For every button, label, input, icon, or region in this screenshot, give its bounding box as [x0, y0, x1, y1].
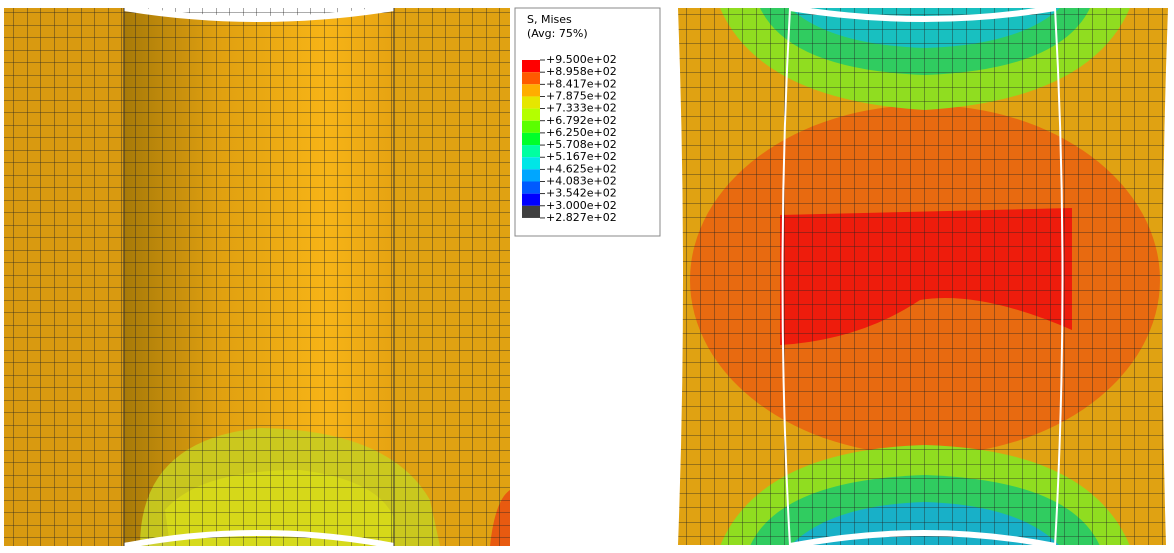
legend-swatch	[522, 182, 540, 194]
legend-label: +6.792e+02	[546, 114, 617, 127]
legend-label: +4.083e+02	[546, 175, 617, 188]
left-model	[4, 8, 510, 546]
right-model	[672, 8, 1172, 546]
legend-swatch	[522, 206, 540, 218]
legend: S, Mises (Avg: 75%) +9.500e+02+8.958e+02…	[515, 8, 660, 236]
legend-swatch	[522, 96, 540, 108]
legend-swatch	[522, 133, 540, 145]
legend-swatch	[522, 169, 540, 181]
legend-label: +7.875e+02	[546, 89, 617, 102]
legend-label: +3.542e+02	[546, 187, 617, 200]
legend-label: +5.167e+02	[546, 150, 617, 163]
legend-swatch	[522, 60, 540, 72]
legend-swatch	[522, 145, 540, 157]
legend-subtitle: (Avg: 75%)	[527, 27, 588, 40]
legend-label: +6.250e+02	[546, 126, 617, 139]
legend-swatch	[522, 84, 540, 96]
legend-swatch	[522, 109, 540, 121]
legend-swatch	[522, 121, 540, 133]
legend-label: +7.333e+02	[546, 102, 617, 115]
legend-label: +8.958e+02	[546, 65, 617, 78]
legend-label: +4.625e+02	[546, 162, 617, 175]
legend-label: +9.500e+02	[546, 53, 617, 66]
legend-title: S, Mises	[527, 13, 572, 26]
legend-label: +3.000e+02	[546, 199, 617, 212]
screenshot: S, Mises (Avg: 75%) +9.500e+02+8.958e+02…	[0, 0, 1174, 549]
legend-label: +8.417e+02	[546, 77, 617, 90]
legend-label: +5.708e+02	[546, 138, 617, 151]
legend-swatch	[522, 72, 540, 84]
legend-swatch	[522, 194, 540, 206]
legend-swatch	[522, 157, 540, 169]
legend-label: +2.827e+02	[546, 211, 617, 224]
